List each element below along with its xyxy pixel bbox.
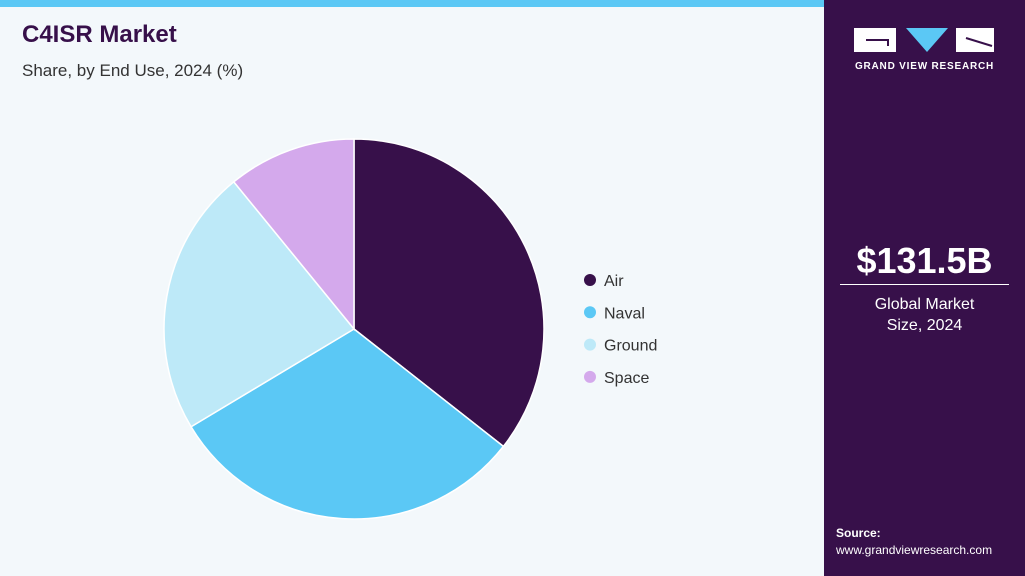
legend-marker bbox=[584, 274, 596, 286]
source: www.grandviewresearch.com bbox=[836, 543, 993, 557]
market-size: $131.5B bbox=[856, 240, 993, 281]
pie-slice bbox=[163, 180, 356, 428]
legend-label: Air bbox=[604, 273, 624, 290]
brand: GRAND VIEW RESEARCH bbox=[854, 61, 995, 72]
legend-marker bbox=[584, 370, 596, 383]
pie-slice bbox=[190, 328, 505, 520]
chart-title: C4ISR Market bbox=[22, 21, 177, 48]
logo bbox=[854, 28, 994, 52]
sidebar: GRAND VIEW RESEARCH $131.5B Global Marke… bbox=[824, 0, 1025, 576]
legend-label: Ground bbox=[604, 338, 657, 355]
pie-slice bbox=[232, 138, 355, 332]
chart: C4ISR Market Share, by End Use, 2024 (%)… bbox=[22, 21, 657, 520]
legend-marker bbox=[584, 338, 596, 351]
legend-label: Space bbox=[604, 370, 649, 387]
chart-subtitle: Share, by End Use, 2024 (%) bbox=[22, 61, 243, 80]
legend-label: Naval bbox=[604, 305, 645, 322]
pie-slice bbox=[353, 138, 545, 448]
top-bar bbox=[0, 0, 824, 7]
source-label: Source: bbox=[836, 526, 881, 540]
divider bbox=[840, 284, 1009, 285]
market-size-label: Global Market Size, 2024 bbox=[874, 296, 975, 334]
legend-marker bbox=[584, 306, 596, 319]
